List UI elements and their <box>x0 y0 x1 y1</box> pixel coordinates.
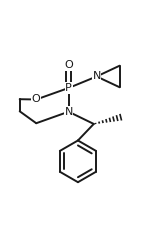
Text: N: N <box>92 72 101 82</box>
Text: N: N <box>64 107 73 117</box>
Text: O: O <box>32 95 41 104</box>
Text: P: P <box>65 83 72 93</box>
Text: O: O <box>64 60 73 70</box>
